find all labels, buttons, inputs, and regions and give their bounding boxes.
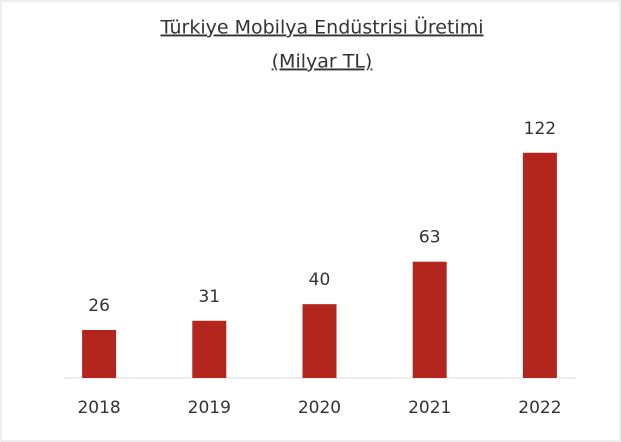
chart-subtitle: (Milyar TL): [272, 51, 373, 73]
x-tick-label: 2018: [77, 398, 120, 418]
bar: [192, 320, 227, 378]
x-tick-label: 2019: [188, 398, 231, 418]
data-label: 63: [419, 228, 441, 248]
bar: [412, 261, 447, 378]
chart-title: Türkiye Mobilya Endüstrisi Üretimi: [160, 16, 484, 39]
bar: [302, 304, 337, 378]
data-label: 26: [88, 296, 110, 316]
data-label: 31: [198, 287, 220, 307]
x-tick-label: 2021: [408, 398, 451, 418]
bar: [522, 152, 557, 378]
data-label: 122: [524, 119, 556, 139]
x-tick-label: 2022: [518, 398, 561, 418]
data-label: 40: [309, 270, 331, 290]
bar: [82, 330, 117, 378]
x-tick-label: 2020: [298, 398, 341, 418]
